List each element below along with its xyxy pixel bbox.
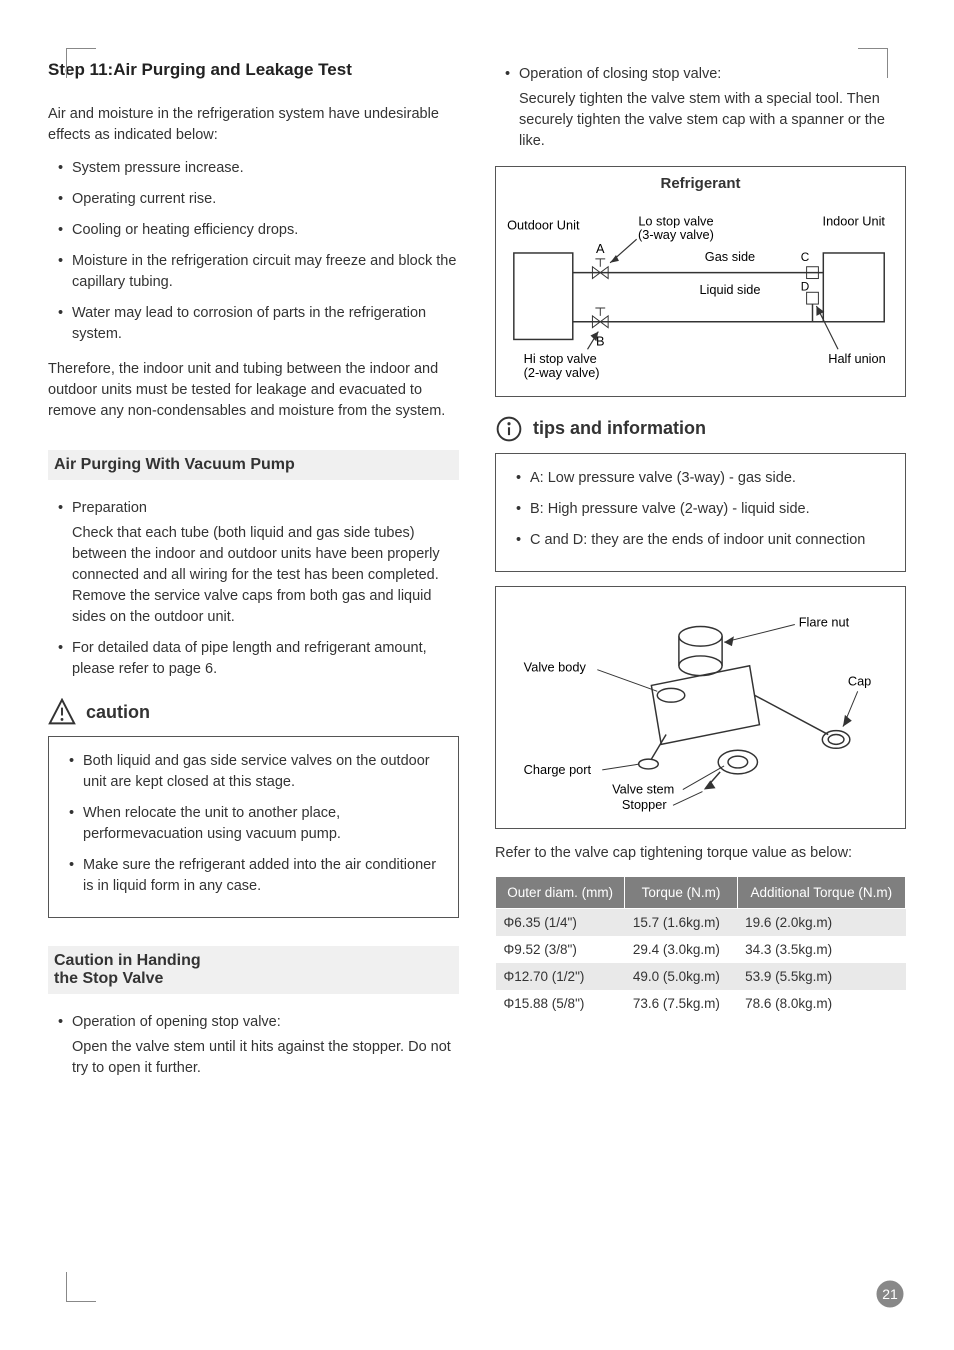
valve-diagram: Valve body Flare nut Cap Charge port Val…: [495, 586, 906, 829]
left-column: Step 11:Air Purging and Leakage Test Air…: [48, 60, 459, 1093]
torque-th: Outer diam. (mm): [496, 876, 625, 908]
effects-item: Water may lead to corrosion of parts in …: [58, 303, 459, 345]
table-row: Φ9.52 (3/8") 29.4 (3.0kg.m) 34.3 (3.5kg.…: [496, 936, 906, 963]
label-charge-port: Charge port: [524, 762, 592, 777]
torque-th: Torque (N.m): [625, 876, 737, 908]
label-half-union: Half union: [828, 351, 885, 366]
vacuum-heading: Air Purging With Vacuum Pump: [48, 450, 459, 480]
tips-box: A: Low pressure valve (3-way) - gas side…: [495, 453, 906, 572]
td-add-torque: 34.3 (3.5kg.m): [737, 936, 905, 963]
td-add-torque: 19.6 (2.0kg.m): [737, 908, 905, 936]
vacuum-item-head: Preparation: [72, 500, 147, 516]
label-valve-body: Valve body: [524, 659, 587, 674]
torque-th: Additional Torque (N.m): [737, 876, 905, 908]
vacuum-list: Preparation Check that each tube (both l…: [48, 498, 459, 680]
page-number-badge: 21: [874, 1278, 906, 1310]
stopvalve-item-body: Open the valve stem until it hits agains…: [72, 1037, 459, 1079]
label-liquid-side: Liquid side: [699, 282, 760, 297]
label-stopper: Stopper: [622, 797, 667, 812]
label-lo-valve: Lo stop valve(3-way valve): [638, 214, 714, 243]
vacuum-item: For detailed data of pipe length and ref…: [58, 638, 459, 680]
effects-item: Operating current rise.: [58, 189, 459, 210]
tips-item: A: Low pressure valve (3-way) - gas side…: [516, 468, 895, 489]
td-add-torque: 53.9 (5.5kg.m): [737, 963, 905, 990]
td-diam: Φ9.52 (3/8"): [496, 936, 625, 963]
crop-mark-tl: [66, 48, 96, 78]
crop-mark-bl: [66, 1272, 96, 1302]
refrigerant-svg: Outdoor Unit Indoor Unit A: [504, 196, 897, 383]
vacuum-item-head: For detailed data of pipe length and ref…: [72, 640, 427, 677]
label-cap: Cap: [848, 673, 871, 688]
tips-item: C and D: they are the ends of indoor uni…: [516, 530, 895, 551]
torque-table: Outer diam. (mm) Torque (N.m) Additional…: [495, 876, 906, 1017]
caution-header: caution: [48, 698, 459, 726]
step-title: Step 11:Air Purging and Leakage Test: [48, 60, 459, 80]
td-diam: Φ12.70 (1/2"): [496, 963, 625, 990]
info-icon: [495, 415, 523, 443]
td-add-torque: 78.6 (8.0kg.m): [737, 990, 905, 1017]
stopvalve-heading: Caution in Handing the Stop Valve: [48, 946, 459, 994]
label-A: A: [596, 241, 605, 256]
caution-item: Make sure the refrigerant added into the…: [69, 855, 448, 897]
td-torque: 49.0 (5.0kg.m): [625, 963, 737, 990]
stopvalve-item: Operation of opening stop valve: Open th…: [58, 1012, 459, 1079]
torque-intro: Refer to the valve cap tightening torque…: [495, 843, 906, 864]
label-outdoor: Outdoor Unit: [507, 217, 580, 232]
vacuum-item-body: Check that each tube (both liquid and ga…: [72, 523, 459, 628]
right-column: Operation of closing stop valve: Securel…: [495, 60, 906, 1093]
caution-box: Both liquid and gas side service valves …: [48, 736, 459, 918]
warning-icon: [48, 698, 76, 726]
effects-list: System pressure increase. Operating curr…: [48, 158, 459, 345]
effects-item: Moisture in the refrigeration circuit ma…: [58, 251, 459, 293]
tips-label: tips and information: [533, 418, 706, 439]
td-torque: 73.6 (7.5kg.m): [625, 990, 737, 1017]
table-row: Φ6.35 (1/4") 15.7 (1.6kg.m) 19.6 (2.0kg.…: [496, 908, 906, 936]
label-C: C: [801, 251, 810, 264]
caution-item: When relocate the unit to another place,…: [69, 803, 448, 845]
tips-item: B: High pressure valve (2-way) - liquid …: [516, 499, 895, 520]
table-row: Φ12.70 (1/2") 49.0 (5.0kg.m) 53.9 (5.5kg…: [496, 963, 906, 990]
td-diam: Φ15.88 (5/8"): [496, 990, 625, 1017]
closing-item-head: Operation of closing stop valve:: [519, 66, 721, 82]
therefore-paragraph: Therefore, the indoor unit and tubing be…: [48, 359, 459, 422]
stopvalve-item-head: Operation of opening stop valve:: [72, 1014, 281, 1030]
table-row: Φ15.88 (5/8") 73.6 (7.5kg.m) 78.6 (8.0kg…: [496, 990, 906, 1017]
tips-header: tips and information: [495, 415, 906, 443]
refrigerant-title: Refrigerant: [504, 175, 897, 192]
page-number-text: 21: [882, 1286, 898, 1302]
closing-item: Operation of closing stop valve: Securel…: [505, 64, 906, 152]
label-flare-nut: Flare nut: [799, 614, 850, 629]
td-torque: 29.4 (3.0kg.m): [625, 936, 737, 963]
label-D: D: [801, 280, 810, 293]
vacuum-item: Preparation Check that each tube (both l…: [58, 498, 459, 628]
refrigerant-diagram: Refrigerant Outdoor Unit Indoor Unit: [495, 166, 906, 397]
closing-item-body: Securely tighten the valve stem with a s…: [519, 89, 906, 152]
caution-item: Both liquid and gas side service valves …: [69, 751, 448, 793]
label-hi-valve: Hi stop valve(2-way valve): [524, 351, 600, 380]
label-indoor: Indoor Unit: [823, 214, 886, 229]
content-columns: Step 11:Air Purging and Leakage Test Air…: [48, 60, 906, 1093]
caution-label: caution: [86, 702, 150, 723]
effects-item: Cooling or heating efficiency drops.: [58, 220, 459, 241]
effects-item: System pressure increase.: [58, 158, 459, 179]
valve-svg: Valve body Flare nut Cap Charge port Val…: [504, 597, 897, 813]
intro-paragraph: Air and moisture in the refrigeration sy…: [48, 104, 459, 146]
label-valve-stem: Valve stem: [612, 781, 674, 796]
tips-list: A: Low pressure valve (3-way) - gas side…: [506, 468, 895, 551]
label-gas-side: Gas side: [705, 249, 755, 264]
td-torque: 15.7 (1.6kg.m): [625, 908, 737, 936]
closing-list: Operation of closing stop valve: Securel…: [495, 64, 906, 152]
caution-list: Both liquid and gas side service valves …: [59, 751, 448, 897]
td-diam: Φ6.35 (1/4"): [496, 908, 625, 936]
stopvalve-list: Operation of opening stop valve: Open th…: [48, 1012, 459, 1079]
